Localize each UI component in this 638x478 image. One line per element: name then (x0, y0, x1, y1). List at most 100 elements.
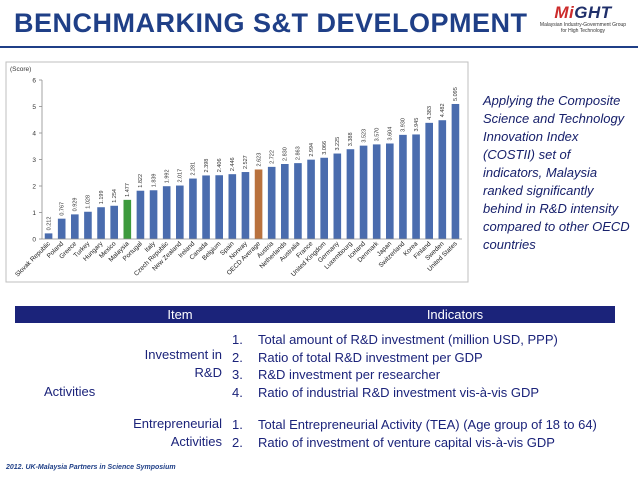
group-label-entrepreneurial: Entrepreneurial Activities (133, 416, 222, 449)
data-label: 2.398 (204, 159, 210, 173)
bar (254, 169, 263, 239)
list-item: 1. Total Entrepreneurial Activity (TEA) (… (232, 416, 597, 434)
chart-commentary: Applying the Composite Science and Techn… (483, 93, 630, 252)
table-header: Item Indicators (15, 306, 615, 323)
data-label: 4.383 (427, 106, 433, 120)
data-label: 1.477 (125, 183, 131, 197)
bar (359, 145, 368, 239)
data-label: 3.066 (322, 141, 328, 155)
data-label: 1.199 (99, 190, 105, 204)
bar (438, 120, 447, 239)
y-tick-label: 3 (32, 157, 36, 164)
bar (123, 199, 132, 239)
bar (307, 159, 315, 239)
data-label: 2.994 (309, 143, 315, 157)
list-number: 2. (232, 349, 243, 365)
bar (372, 144, 381, 239)
bar (294, 163, 302, 239)
data-label: 2.446 (230, 157, 236, 171)
y-tick-label: 1 (32, 210, 36, 217)
data-label: 2.527 (243, 155, 249, 169)
logo-subtitle-2: for High Technology (560, 28, 606, 34)
bar (228, 174, 237, 239)
data-label: 5.095 (453, 87, 459, 101)
group-label-investment: Investment in R&D (144, 347, 222, 380)
title-divider (0, 46, 638, 48)
data-label: 2.281 (191, 162, 197, 176)
list-text: R&D investment per researcher (258, 367, 441, 382)
data-label: 0.212 (46, 217, 52, 231)
bar (149, 190, 158, 239)
bar (97, 207, 105, 239)
bar (176, 185, 184, 239)
list-text: Ratio of industrial R&D investment vis-à… (258, 384, 540, 400)
indicator-list-entrepreneurial: 1. Total Entrepreneurial Activity (TEA) (… (232, 416, 597, 451)
data-label: 3.604 (388, 127, 394, 141)
list-item: 2. Ratio of total R&D investment per GDP (232, 349, 558, 367)
logo-subtitle-1: Malaysian Industry-Government Group (539, 22, 627, 28)
y-tick-label: 0 (32, 237, 36, 244)
bar (84, 211, 92, 239)
data-label: 3.945 (414, 118, 420, 132)
indicator-list-investment: 1. Total amount of R&D investment (millio… (232, 331, 558, 401)
bar (189, 178, 197, 239)
data-label: 3.388 (348, 132, 354, 146)
data-label: 2.722 (269, 150, 275, 164)
bar (320, 157, 328, 239)
data-label: 3.570 (374, 128, 380, 142)
list-item: 1. Total amount of R&D investment (millio… (232, 331, 558, 349)
data-label: 2.863 (296, 146, 302, 160)
y-axis-label: (Score) (10, 66, 31, 73)
data-label: 3.930 (401, 118, 407, 132)
table-header-item: Item (167, 307, 193, 322)
list-item: 3. R&D investment per researcher (232, 366, 558, 384)
list-number: 3. (232, 367, 243, 382)
bar (346, 149, 355, 239)
bar (412, 134, 420, 239)
data-label: 1.992 (164, 169, 170, 183)
data-label: 1.822 (138, 174, 144, 188)
page-title: BENCHMARKING S&T DEVELOPMENT (14, 8, 528, 38)
bar (333, 153, 342, 239)
y-tick-label: 5 (32, 104, 36, 111)
bar (267, 166, 276, 239)
list-number: 4. (232, 384, 243, 400)
y-axis: 0 1 2 3 4 5 6 (32, 78, 43, 244)
list-item: 4. Ratio of industrial R&D investment vis… (232, 384, 558, 402)
data-label: 3.225 (335, 137, 341, 151)
table-header-indicators: Indicators (426, 307, 484, 322)
bars (44, 103, 460, 239)
data-label: 2.623 (256, 153, 262, 167)
data-label: 1.028 (86, 195, 92, 209)
bar (110, 205, 118, 239)
data-label: 0.929 (73, 198, 79, 212)
bar (162, 186, 171, 239)
bar (451, 103, 460, 239)
y-tick-label: 4 (32, 131, 36, 138)
data-label: 1.254 (112, 189, 118, 203)
bar (136, 190, 145, 239)
logo-wordmark: MiGHT (554, 3, 612, 22)
bar (71, 214, 79, 239)
data-label: 3.523 (361, 129, 367, 143)
list-item: 2. Ratio of investment of venture capital… (232, 434, 597, 452)
logo: MiGHT Malaysian Industry-Government Grou… (532, 4, 634, 38)
bar (215, 175, 223, 239)
list-text: Ratio of total R&D investment per GDP (258, 349, 483, 365)
list-number: 1. (232, 417, 243, 432)
data-label: 1.839 (151, 174, 157, 188)
data-label: 2.017 (178, 169, 184, 183)
list-text: Total amount of R&D investment (million … (258, 332, 558, 347)
bar (57, 218, 66, 239)
bar (425, 122, 433, 239)
list-text: Total Entrepreneurial Activity (TEA) (Ag… (258, 417, 597, 432)
footer-caption: 2012. UK-Malaysia Partners in Science Sy… (6, 464, 176, 471)
list-text: Ratio of investment of venture capital v… (258, 434, 555, 450)
data-label: 2.830 (283, 147, 289, 161)
list-number: 2. (232, 434, 243, 450)
value-labels: 0.212 0.767 0.929 1.028 1.199 1.254 1.477 1.822… (46, 87, 459, 230)
bar (44, 233, 53, 239)
data-label: 2.406 (217, 158, 223, 172)
bar (386, 143, 394, 239)
data-label: 4.482 (440, 103, 446, 117)
